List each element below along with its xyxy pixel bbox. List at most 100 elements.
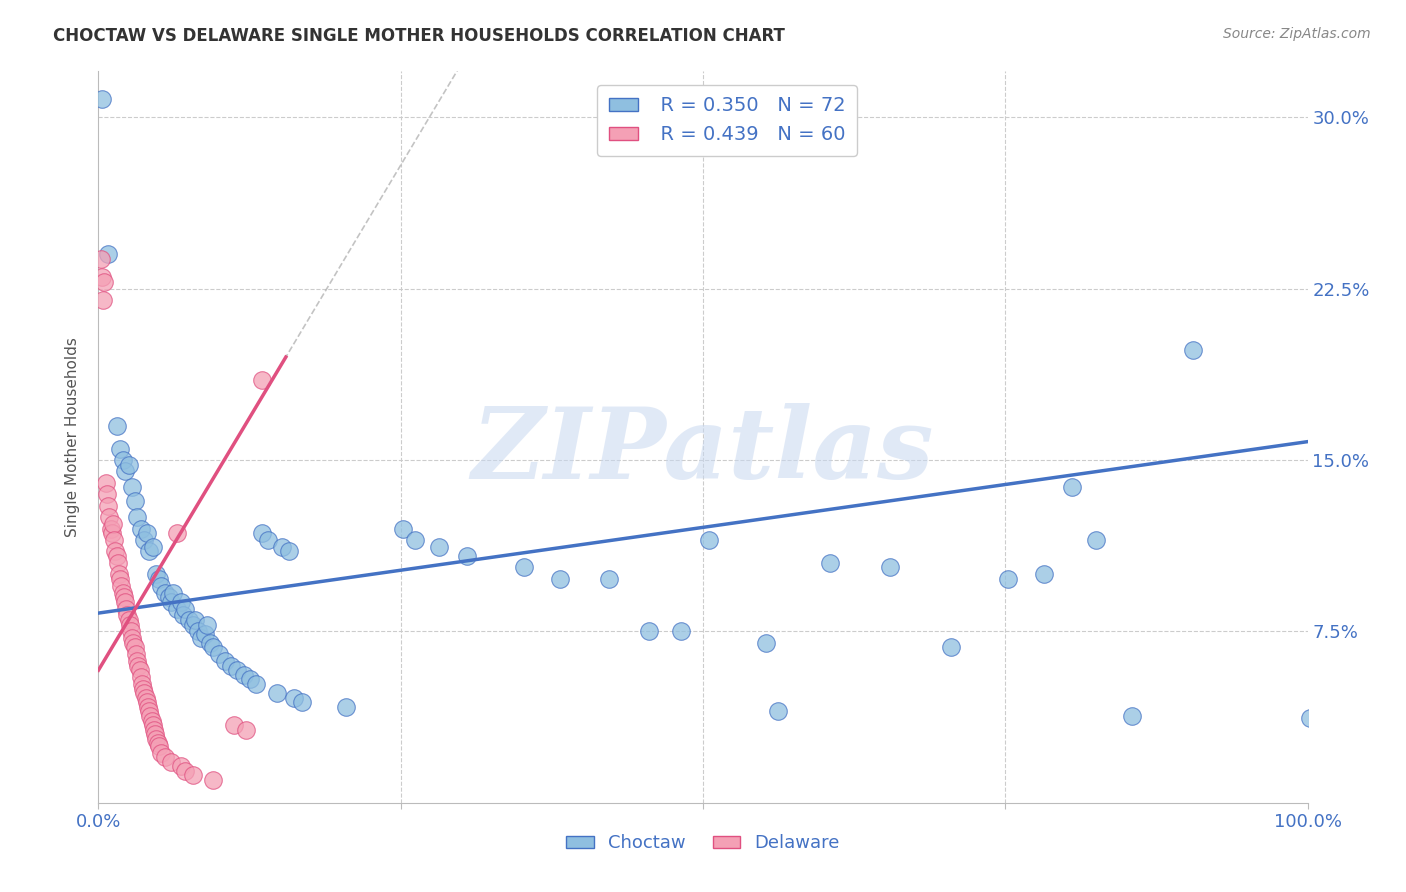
Point: [179, 613, 201, 627]
Point: [1181, 343, 1204, 358]
Point: [187, 624, 209, 639]
Point: [101, 516, 124, 531]
Point: [150, 746, 173, 760]
Point: [125, 647, 148, 661]
Point: [256, 533, 278, 547]
Point: [190, 632, 212, 646]
Point: [222, 718, 245, 732]
Point: [136, 699, 159, 714]
Point: [153, 750, 176, 764]
Point: [550, 572, 572, 586]
Point: [232, 667, 254, 681]
Point: [108, 572, 131, 586]
Point: [121, 480, 143, 494]
Point: [142, 718, 165, 732]
Point: [145, 567, 167, 582]
Point: [141, 714, 163, 728]
Point: [114, 595, 136, 609]
Text: CHOCTAW VS DELAWARE SINGLE MOTHER HOUSEHOLDS CORRELATION CHART: CHOCTAW VS DELAWARE SINGLE MOTHER HOUSEH…: [53, 27, 786, 45]
Point: [181, 768, 204, 782]
Point: [278, 544, 301, 558]
Point: [271, 540, 294, 554]
Point: [91, 270, 114, 285]
Point: [110, 579, 132, 593]
Point: [135, 526, 157, 541]
Point: [1085, 533, 1108, 547]
Point: [671, 624, 693, 639]
Point: [250, 373, 273, 387]
Point: [939, 640, 962, 655]
Point: [879, 560, 901, 574]
Point: [755, 636, 778, 650]
Point: [94, 475, 117, 490]
Point: [115, 601, 138, 615]
Point: [118, 617, 141, 632]
Point: [128, 663, 150, 677]
Point: [404, 533, 426, 547]
Point: [105, 418, 128, 433]
Point: [169, 759, 191, 773]
Point: [148, 572, 170, 586]
Point: [226, 663, 249, 677]
Point: [97, 247, 120, 261]
Point: [142, 540, 165, 554]
Point: [120, 624, 142, 639]
Point: [997, 572, 1019, 586]
Point: [166, 526, 188, 541]
Point: [139, 709, 162, 723]
Y-axis label: Single Mother Households: Single Mother Households: [65, 337, 80, 537]
Point: [818, 556, 841, 570]
Text: ZIPatlas: ZIPatlas: [472, 403, 934, 500]
Point: [456, 549, 478, 563]
Point: [124, 494, 146, 508]
Point: [131, 677, 153, 691]
Point: [146, 736, 169, 750]
Point: [145, 731, 167, 746]
Point: [108, 567, 131, 582]
Point: [202, 772, 225, 787]
Point: [153, 585, 176, 599]
Point: [100, 526, 122, 541]
Point: [637, 624, 659, 639]
Point: [118, 613, 141, 627]
Point: [93, 275, 115, 289]
Point: [184, 613, 207, 627]
Point: [174, 764, 197, 778]
Point: [143, 727, 166, 741]
Point: [111, 585, 134, 599]
Text: Source: ZipAtlas.com: Source: ZipAtlas.com: [1223, 27, 1371, 41]
Point: [112, 590, 135, 604]
Point: [103, 533, 125, 547]
Point: [208, 647, 231, 661]
Point: [181, 617, 204, 632]
Point: [169, 595, 191, 609]
Point: [127, 658, 149, 673]
Point: [96, 487, 118, 501]
Point: [135, 690, 157, 705]
Point: [235, 723, 257, 737]
Point: [221, 658, 243, 673]
Point: [90, 252, 112, 266]
Point: [174, 601, 197, 615]
Point: [157, 590, 180, 604]
Point: [172, 608, 194, 623]
Point: [148, 739, 170, 753]
Point: [100, 521, 122, 535]
Point: [392, 521, 415, 535]
Point: [1299, 711, 1322, 725]
Point: [513, 560, 536, 574]
Point: [143, 723, 166, 737]
Point: [1033, 567, 1056, 582]
Point: [195, 617, 218, 632]
Point: [162, 585, 184, 599]
Point: [766, 705, 789, 719]
Point: [1060, 480, 1083, 494]
Point: [697, 533, 720, 547]
Point: [202, 640, 225, 655]
Point: [150, 579, 173, 593]
Point: [97, 499, 120, 513]
Point: [266, 686, 288, 700]
Point: [121, 632, 143, 646]
Point: [138, 705, 160, 719]
Point: [239, 673, 262, 687]
